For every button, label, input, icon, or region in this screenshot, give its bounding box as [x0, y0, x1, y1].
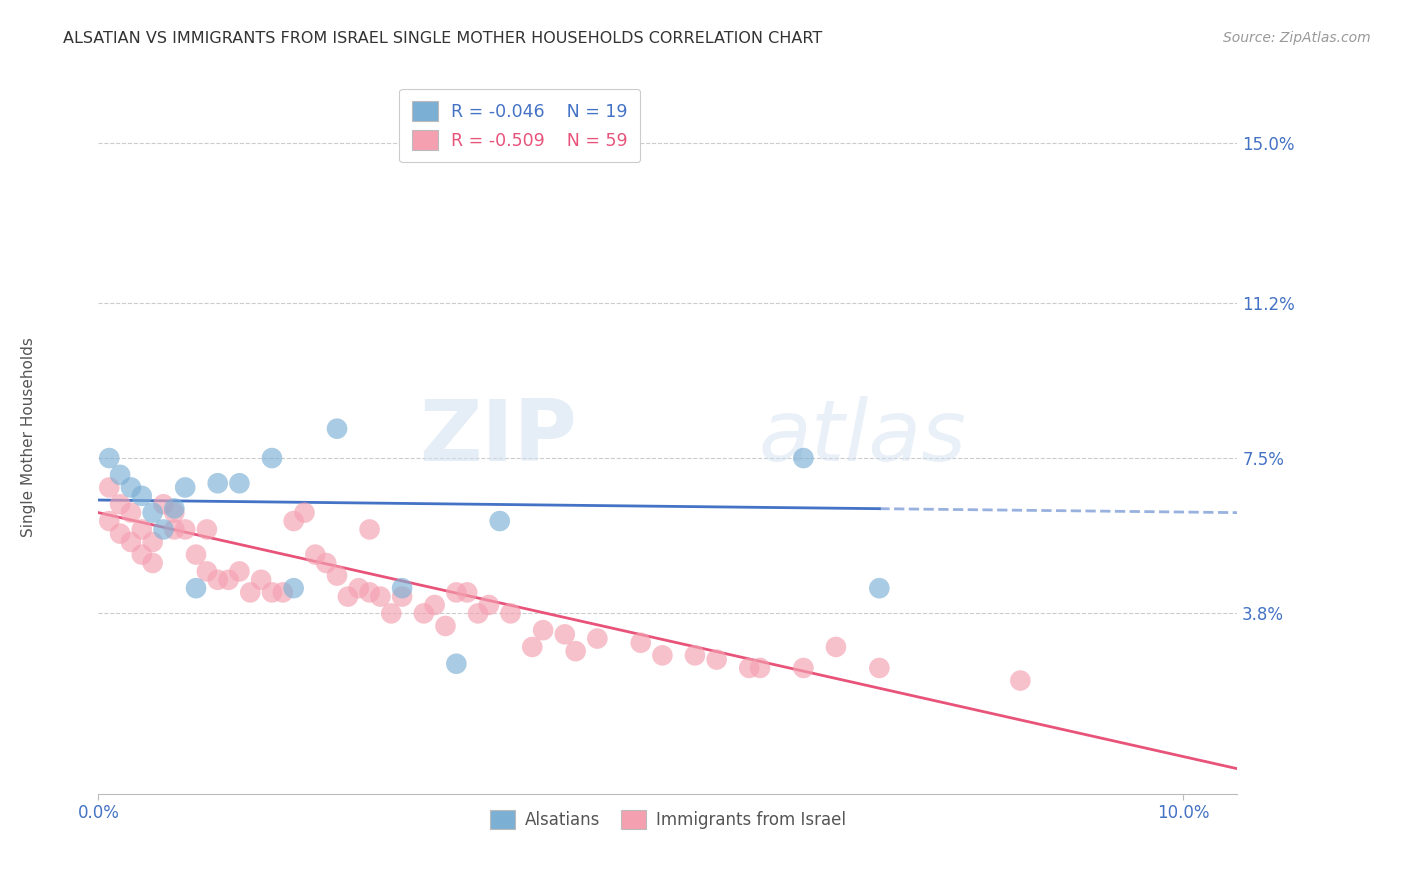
Point [283, 514, 305, 528]
Point [749, 661, 772, 675]
Point [163, 501, 186, 516]
Point [108, 497, 131, 511]
Point [651, 648, 673, 663]
Point [326, 568, 349, 582]
Point [120, 480, 142, 494]
Legend: Alsatians, Immigrants from Israel: Alsatians, Immigrants from Israel [481, 800, 855, 839]
Point [218, 573, 240, 587]
Point [586, 632, 609, 646]
Point [868, 661, 890, 675]
Point [564, 644, 586, 658]
Point [554, 627, 576, 641]
Point [478, 598, 501, 612]
Text: atlas: atlas [759, 395, 967, 479]
Point [207, 476, 229, 491]
Point [380, 607, 402, 621]
Point [315, 556, 337, 570]
Point [98, 514, 121, 528]
Y-axis label: Single Mother Households: Single Mother Households [21, 337, 37, 537]
Point [271, 585, 294, 599]
Point [207, 573, 229, 587]
Point [706, 652, 728, 666]
Point [142, 535, 165, 549]
Point [250, 573, 273, 587]
Point [446, 657, 468, 671]
Point [184, 581, 207, 595]
Text: ZIP: ZIP [419, 395, 576, 479]
Point [434, 619, 457, 633]
Point [131, 489, 153, 503]
Point [239, 585, 262, 599]
Point [738, 661, 761, 675]
Point [152, 523, 174, 537]
Point [131, 523, 153, 537]
Point [359, 523, 381, 537]
Point [531, 623, 554, 637]
Text: ALSATIAN VS IMMIGRANTS FROM ISRAEL SINGLE MOTHER HOUSEHOLDS CORRELATION CHART: ALSATIAN VS IMMIGRANTS FROM ISRAEL SINGL… [63, 31, 823, 46]
Point [98, 451, 121, 466]
Point [174, 523, 197, 537]
Point [792, 451, 814, 466]
Point [163, 523, 186, 537]
Point [347, 581, 370, 595]
Point [184, 548, 207, 562]
Point [142, 556, 165, 570]
Point [522, 640, 544, 654]
Point [152, 497, 174, 511]
Point [294, 506, 316, 520]
Point [283, 581, 305, 595]
Point [142, 506, 165, 520]
Point [336, 590, 359, 604]
Point [825, 640, 848, 654]
Point [304, 548, 326, 562]
Point [423, 598, 446, 612]
Point [228, 476, 250, 491]
Point [195, 565, 218, 579]
Point [391, 581, 413, 595]
Point [630, 636, 652, 650]
Point [120, 535, 142, 549]
Point [260, 585, 283, 599]
Point [1010, 673, 1032, 688]
Point [359, 585, 381, 599]
Point [228, 565, 250, 579]
Point [456, 585, 478, 599]
Point [108, 467, 131, 482]
Point [868, 581, 890, 595]
Point [326, 422, 349, 436]
Point [370, 590, 392, 604]
Point [98, 480, 121, 494]
Point [120, 506, 142, 520]
Point [488, 514, 510, 528]
Point [683, 648, 706, 663]
Point [499, 607, 522, 621]
Text: Source: ZipAtlas.com: Source: ZipAtlas.com [1223, 31, 1371, 45]
Point [792, 661, 814, 675]
Point [412, 607, 434, 621]
Point [467, 607, 489, 621]
Point [174, 480, 197, 494]
Point [446, 585, 468, 599]
Point [163, 506, 186, 520]
Point [391, 590, 413, 604]
Point [260, 451, 283, 466]
Point [195, 523, 218, 537]
Point [131, 548, 153, 562]
Point [108, 526, 131, 541]
